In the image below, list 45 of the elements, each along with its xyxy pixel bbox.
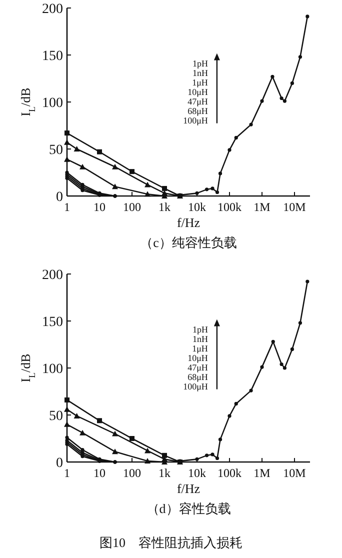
annotation: 68μH [188,106,208,116]
y-tick-label: 100 [42,362,63,377]
x-tick-label: 100 [123,466,141,480]
y-tick-label: 150 [42,49,63,64]
y-tick-label: 0 [56,456,63,471]
annotation: 1pH [192,58,208,68]
x-tick-label: 10 [94,466,106,480]
annotation: 1nH [192,334,208,344]
x-tick-label: 1M [254,466,271,480]
text: （d）容性负载 [146,501,231,516]
y-tick-label: 100 [42,96,63,111]
annotation: 10μH [188,86,208,97]
x-tick-label: 10M [283,200,306,214]
x-tick-label: 1k [158,466,170,480]
y-tick-label: 0 [56,190,63,205]
annotation: 68μH [188,372,208,382]
x-tick-label: 10k [188,466,206,480]
x-axis-title: f/Hz [176,481,200,496]
text: （c）纯容性负载 [140,235,237,250]
x-tick-label: 100k [217,200,242,214]
x-tick-label: 10k [188,200,206,214]
annotation: 10μH [188,352,208,363]
y-tick-label: 50 [49,143,63,158]
annotation: 1nH [192,68,208,78]
annotation: 47μH [188,362,208,372]
x-tick-label: 100k [217,466,242,480]
y-tick-label: 200 [42,2,63,17]
y-tick-label: 200 [42,268,63,283]
x-tick-label: 1M [254,200,271,214]
x-tick-label: 10M [283,466,306,480]
x-tick-label: 10 [94,200,106,214]
annotation: 100μH [183,381,208,392]
x-tick-label: 1 [64,466,70,480]
y-tick-label: 150 [42,315,63,330]
x-axis-title: f/Hz [176,215,200,230]
text: 图10 容性阻抗插入损耗 [100,535,242,550]
annotation: 47μH [188,96,208,106]
annotation: 1pH [192,324,208,334]
x-tick-label: 100 [123,200,141,214]
x-tick-label: 1k [158,200,170,214]
annotation: 100μH [183,115,208,126]
annotation: 1μH [192,343,208,354]
annotation: 1μH [192,77,208,88]
y-tick-label: 50 [49,409,63,424]
x-tick-label: 1 [64,200,70,214]
